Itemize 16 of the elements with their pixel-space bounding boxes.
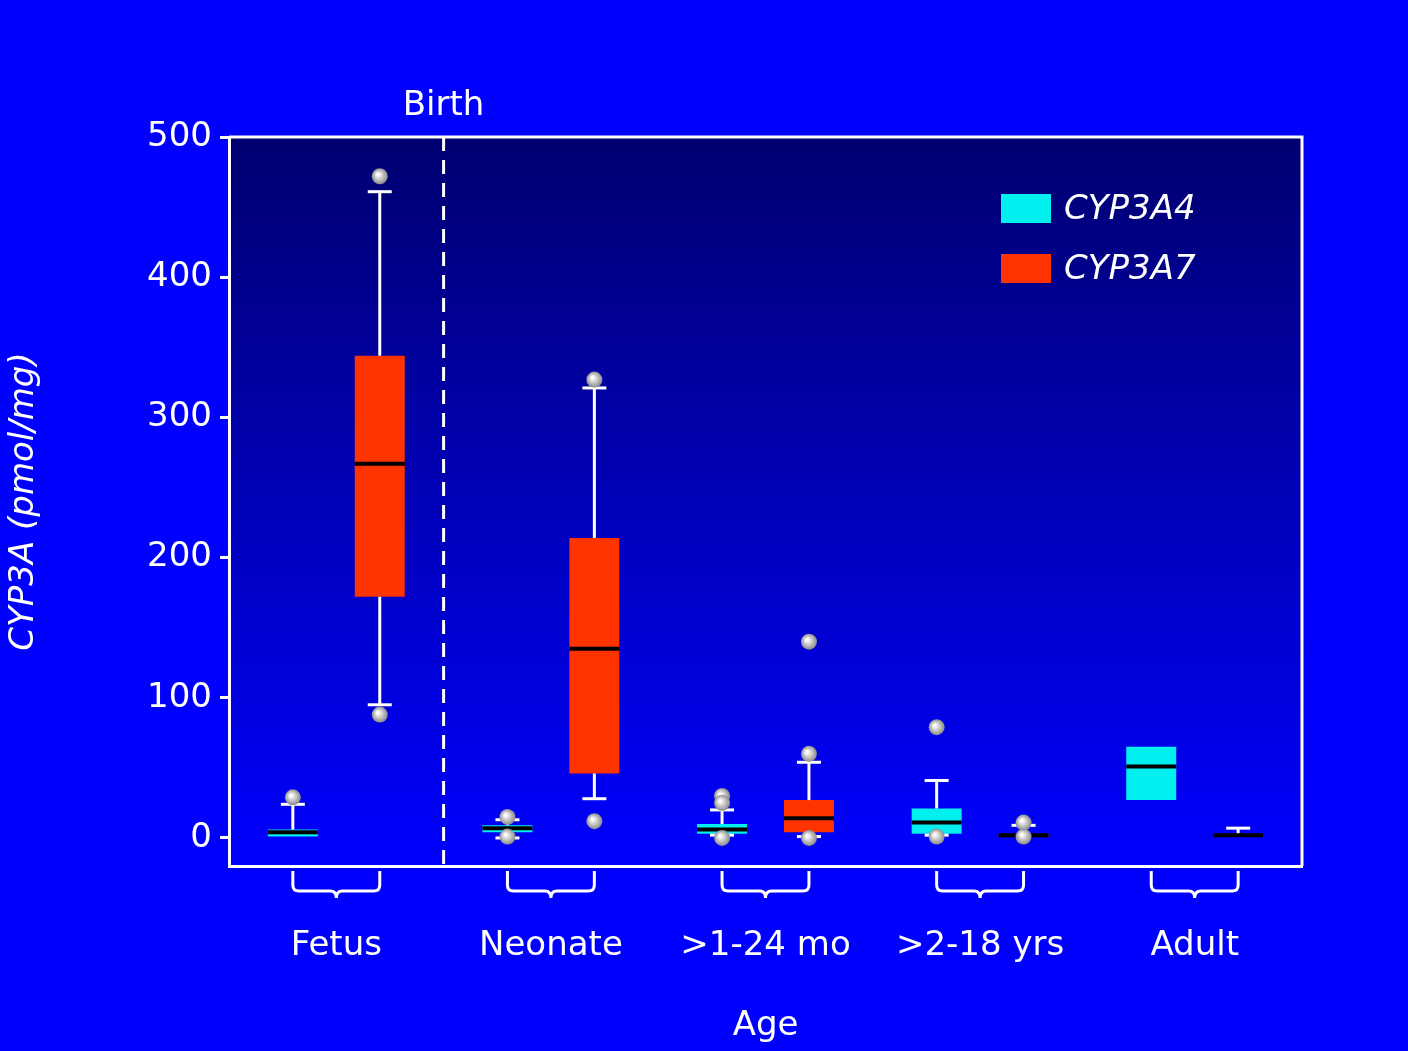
y-tick-label: 400 [147, 254, 212, 295]
x-tick-label: >1-24 mo [680, 923, 851, 964]
legend-label: CYP3A4 [1064, 186, 1196, 227]
x-tick-label: Adult [1150, 923, 1239, 964]
y-axis-title: CYP3A (pmol/mg) [1, 352, 42, 651]
y-tick-label: 0 [190, 814, 212, 855]
y-tick-label: 300 [147, 394, 212, 435]
x-axis-title: Age [732, 1003, 799, 1044]
x-tick-label: Fetus [290, 923, 382, 964]
x-tick-label: Neonate [479, 923, 623, 964]
text: Birth [402, 82, 485, 123]
y-tick-label: 500 [147, 113, 212, 154]
y-tick-label: 200 [147, 534, 212, 575]
y-tick-label: 100 [147, 674, 212, 715]
legend-label: CYP3A7 [1064, 246, 1196, 287]
x-tick-label: >2-18 yrs [895, 923, 1065, 964]
